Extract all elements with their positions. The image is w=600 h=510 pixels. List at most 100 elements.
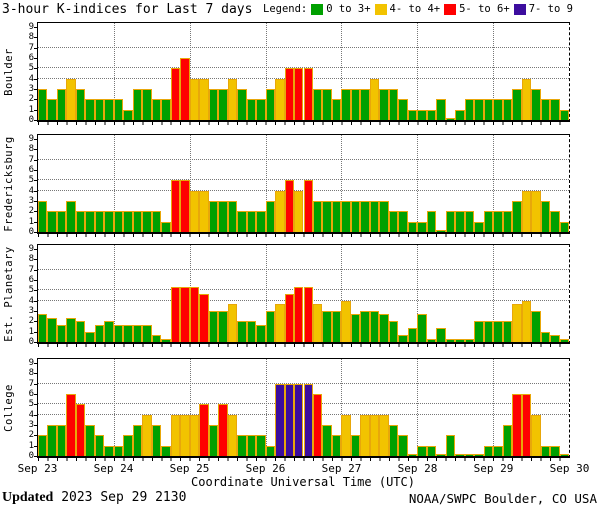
k-index-bar: [550, 99, 560, 120]
y-tick-label: 3: [28, 84, 34, 94]
v-gridline: [113, 135, 115, 232]
y-tick-mark: [34, 321, 37, 323]
k-index-bar: [350, 89, 361, 120]
y-tick-label: 9: [28, 134, 34, 145]
k-index-bar: [208, 311, 219, 342]
k-index-bar: [47, 99, 57, 120]
k-index-bar: [246, 321, 257, 342]
k-index-bar: [56, 324, 67, 342]
k-index-bar: [66, 317, 76, 342]
k-index-bar: [113, 211, 124, 232]
y-tick-label: 4: [28, 409, 34, 420]
y-tick-label: 1: [28, 326, 34, 337]
x-tick-label: Sep 29: [473, 462, 514, 475]
legend-swatch: [513, 3, 526, 15]
k-index-bar: [123, 109, 133, 120]
k-index-bar: [132, 324, 143, 342]
k-index-bar: [75, 404, 86, 456]
k-index-bar: [75, 89, 86, 120]
y-tick-label: 4: [28, 185, 34, 196]
k-index-bar: [426, 109, 437, 120]
x-tick-label: Sep 30: [549, 462, 590, 475]
k-index-bar: [521, 300, 532, 342]
k-index-bar: [284, 68, 294, 120]
k-index-bar: [104, 445, 114, 456]
k-index-bar: [379, 414, 389, 456]
k-index-bar: [294, 383, 304, 456]
y-tick-mark: [34, 394, 37, 396]
k-index-bar: [284, 383, 294, 456]
k-index-bar: [312, 89, 323, 120]
k-index-bar: [227, 78, 238, 120]
x-tick-label: Sep 25: [169, 462, 210, 475]
k-index-bar: [531, 190, 541, 232]
k-index-bar: [341, 201, 351, 232]
y-tick-mark: [34, 201, 37, 202]
k-index-bar: [493, 211, 503, 232]
xaxis-title: Coordinate Universal Time (UTC): [191, 475, 415, 489]
k-index-bar: [512, 89, 522, 120]
y-tick-mark: [34, 190, 37, 192]
y-tick-label: 1: [28, 104, 34, 115]
k-index-bar: [502, 211, 513, 232]
y-tick-mark: [34, 445, 37, 447]
y-tick-label: 1: [28, 216, 34, 227]
k-index-bar: [237, 89, 247, 120]
k-index-bar: [379, 89, 389, 120]
station-label-text: Boulder: [2, 48, 15, 96]
k-index-bar: [199, 293, 209, 342]
k-index-bar: [56, 425, 67, 456]
k-index-bar: [445, 118, 456, 120]
k-index-bar: [559, 454, 569, 456]
k-index-bar: [341, 414, 351, 456]
y-tick-label: 6: [28, 389, 34, 400]
y-tick-mark: [34, 300, 37, 302]
k-index-bar: [94, 324, 105, 342]
k-index-bar: [265, 89, 276, 120]
footer-updated-label: Updated: [2, 490, 54, 505]
y-tick-label: 9: [28, 22, 34, 33]
k-index-bar: [180, 180, 190, 232]
y-tick-label: 5: [28, 63, 34, 74]
k-index-bar: [540, 99, 551, 120]
k-index-bar: [550, 211, 560, 232]
y-tick-label: 3: [28, 306, 34, 316]
k-index-bar: [445, 211, 456, 232]
k-index-bar: [360, 89, 370, 120]
k-index-bar: [256, 435, 266, 456]
y-tick-mark: [34, 342, 37, 343]
k-index-bar: [322, 89, 332, 120]
footer-source: NOAA/SWPC Boulder, CO USA: [408, 491, 597, 506]
x-tick-strip: [38, 458, 569, 461]
k-index-bar: [265, 445, 276, 456]
k-index-bar: [540, 201, 551, 232]
k-index-bar: [379, 201, 389, 232]
v-gridline: [417, 135, 419, 232]
k-index-bar: [303, 180, 313, 232]
k-index-bar: [521, 78, 532, 120]
v-gridline: [113, 23, 115, 120]
k-index-bar: [47, 425, 57, 456]
k-index-bar: [388, 321, 399, 342]
k-index-bar: [132, 89, 143, 120]
legend-item-label: 0 to 3+: [326, 3, 371, 15]
y-tick-mark: [34, 109, 37, 111]
y-tick-mark: [34, 331, 37, 333]
k-index-bar: [275, 78, 285, 120]
k-index-bar: [464, 99, 475, 120]
k-index-bar: [47, 317, 57, 342]
x-tick-strip: [38, 234, 569, 237]
h-gridline: [38, 179, 569, 181]
k-index-bar: [502, 425, 513, 456]
k-index-bar: [379, 314, 389, 342]
v-gridline: [265, 359, 267, 456]
k-index-bar: [531, 311, 541, 342]
k-index-bar: [132, 211, 143, 232]
y-tick-mark: [34, 47, 37, 49]
k-index-bar: [38, 201, 48, 232]
y-tick-label: 4: [28, 295, 34, 306]
legend-item: 4- to 4+: [374, 3, 440, 15]
x-tick-label: Sep 28: [397, 462, 438, 475]
v-gridline: [341, 135, 343, 232]
x-tick-label: Sep 26: [245, 462, 286, 475]
